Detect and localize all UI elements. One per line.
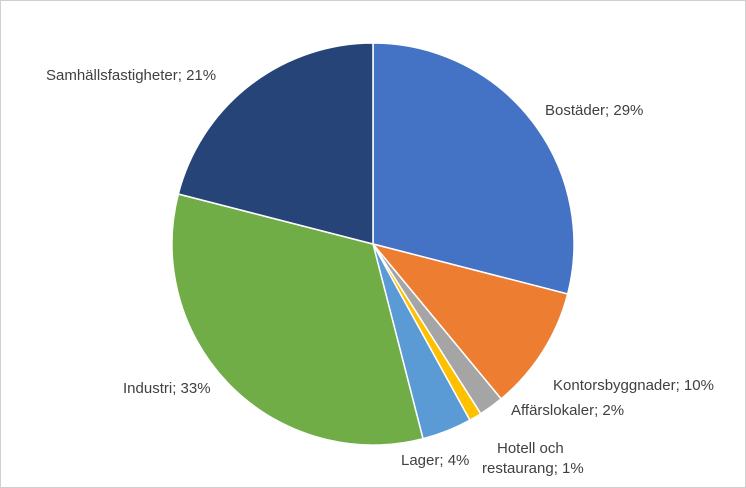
data-label-industri: Industri; 33% <box>123 380 211 397</box>
data-label-hotell-line-2: restaurang; 1% <box>482 460 584 477</box>
data-label-hotell-och-restaurang: Hotell och restaurang; 1% <box>482 440 584 477</box>
data-label-bostader: Bostäder; 29% <box>545 102 643 119</box>
pie-slices <box>171 42 575 446</box>
data-label-hotell-line-1: Hotell och <box>497 440 564 457</box>
data-label-kontorsbyggnader: Kontorsbyggnader; 10% <box>553 377 714 394</box>
pie-slice-kontorsbyggnader <box>372 243 569 400</box>
pie-slice-samhallsfastigheter <box>177 42 374 245</box>
data-label-affarslokaler: Affärslokaler; 2% <box>511 402 624 419</box>
pie-slice-industri <box>171 193 424 446</box>
data-label-samhallsfastigheter: Samhällsfastigheter; 21% <box>46 67 216 84</box>
pie-slice-bostader <box>372 42 575 295</box>
data-label-lager: Lager; 4% <box>401 452 469 469</box>
